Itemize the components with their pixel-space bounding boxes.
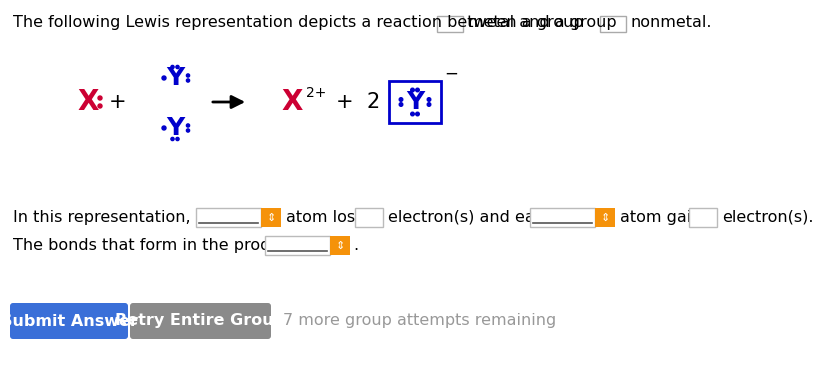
- Circle shape: [187, 74, 190, 77]
- Bar: [355, 208, 383, 227]
- Text: In this representation, each: In this representation, each: [13, 210, 235, 225]
- Bar: [600, 16, 626, 32]
- Text: Y: Y: [166, 66, 184, 90]
- Circle shape: [162, 126, 166, 130]
- Text: 2+: 2+: [306, 86, 326, 100]
- Text: 2: 2: [366, 92, 380, 112]
- Text: Submit Answer: Submit Answer: [1, 314, 137, 328]
- Text: Retry Entire Group: Retry Entire Group: [115, 314, 285, 328]
- Text: nonmetal.: nonmetal.: [631, 15, 712, 30]
- Circle shape: [171, 138, 174, 141]
- Circle shape: [162, 76, 166, 80]
- Text: .: .: [353, 238, 358, 253]
- Text: metal and a group: metal and a group: [468, 15, 617, 30]
- Circle shape: [399, 103, 402, 106]
- Circle shape: [411, 112, 414, 116]
- Circle shape: [176, 65, 179, 69]
- Text: electron(s) and each: electron(s) and each: [388, 210, 554, 225]
- Circle shape: [171, 65, 174, 69]
- Circle shape: [187, 79, 190, 82]
- Text: The following Lewis representation depicts a reaction between a group: The following Lewis representation depic…: [13, 15, 583, 30]
- Bar: [261, 208, 281, 227]
- FancyBboxPatch shape: [10, 303, 128, 339]
- Bar: [389, 81, 441, 123]
- Circle shape: [399, 98, 402, 101]
- Text: +: +: [109, 92, 127, 112]
- Text: X: X: [281, 88, 303, 116]
- Bar: [689, 208, 717, 227]
- Circle shape: [187, 129, 190, 132]
- Bar: [196, 208, 261, 227]
- Text: electron(s).: electron(s).: [722, 210, 813, 225]
- Bar: [330, 236, 350, 255]
- Circle shape: [427, 103, 431, 106]
- Text: X: X: [78, 88, 99, 116]
- Circle shape: [187, 124, 190, 127]
- Text: 7 more group attempts remaining: 7 more group attempts remaining: [283, 314, 556, 328]
- Text: atom loses: atom loses: [286, 210, 373, 225]
- Circle shape: [176, 138, 179, 141]
- Text: ⇕: ⇕: [600, 212, 609, 223]
- Bar: [265, 236, 330, 255]
- Bar: [595, 208, 615, 227]
- Text: atom gains: atom gains: [620, 210, 710, 225]
- Text: +: +: [336, 92, 354, 112]
- Circle shape: [98, 104, 102, 108]
- Text: The bonds that form in the product are: The bonds that form in the product are: [13, 238, 327, 253]
- Bar: [530, 208, 595, 227]
- Text: ⇕: ⇕: [267, 212, 276, 223]
- Circle shape: [416, 88, 420, 92]
- Circle shape: [416, 112, 420, 116]
- Text: Y: Y: [406, 90, 424, 114]
- Text: Y: Y: [166, 116, 184, 140]
- Circle shape: [411, 88, 414, 92]
- Text: ⇕: ⇕: [335, 241, 344, 250]
- Text: −: −: [444, 65, 458, 83]
- Circle shape: [427, 98, 431, 101]
- Bar: [437, 16, 463, 32]
- FancyBboxPatch shape: [130, 303, 271, 339]
- Circle shape: [98, 96, 102, 100]
